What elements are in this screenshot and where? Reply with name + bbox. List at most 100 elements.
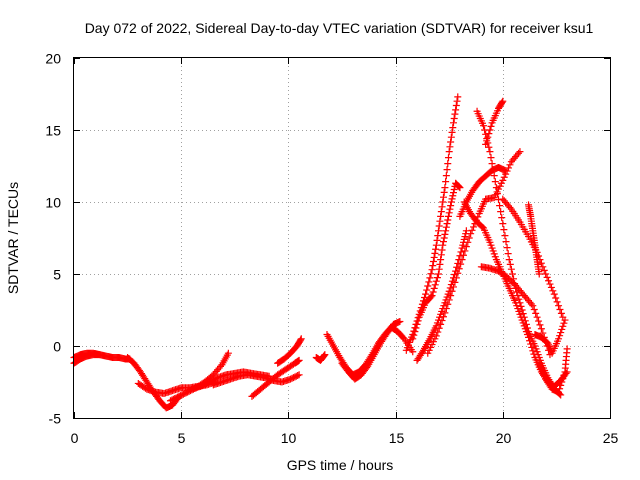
y-tick-label: 10	[45, 195, 61, 211]
data-point	[493, 190, 501, 198]
data-point	[537, 259, 545, 267]
data-point	[545, 341, 553, 349]
y-tick-labels: -5 0 5 10 15 20	[45, 51, 61, 427]
data-point	[444, 300, 452, 308]
data-point	[426, 274, 434, 282]
x-tick-labels: 0 5 10 15 20 25	[71, 430, 619, 446]
data-point	[490, 172, 498, 180]
data-point	[555, 335, 563, 343]
x-tick-label: 5	[178, 430, 186, 446]
data-point	[429, 288, 437, 296]
data-point	[536, 321, 544, 329]
series-arc-7	[209, 371, 303, 389]
data-point	[446, 205, 454, 213]
data-point	[437, 208, 445, 216]
x-tick-label: 25	[603, 430, 619, 446]
data-point	[542, 270, 550, 278]
data-point	[443, 220, 451, 228]
data-point	[447, 198, 455, 206]
data-point	[550, 290, 558, 298]
data-point	[552, 294, 560, 302]
data-point	[459, 251, 467, 259]
data-point	[488, 160, 496, 168]
data-point	[482, 140, 490, 148]
y-tick-label: -5	[49, 411, 62, 427]
data-point	[439, 238, 447, 246]
data-point	[496, 202, 504, 210]
grid-lines	[74, 58, 610, 418]
data-point	[432, 241, 440, 249]
data-point	[553, 298, 561, 306]
data-point	[409, 348, 417, 356]
data-point	[444, 216, 452, 224]
data-point	[450, 186, 458, 194]
data-point	[559, 375, 567, 383]
data-point	[442, 178, 450, 186]
data-point	[454, 93, 462, 101]
data-point	[561, 316, 569, 324]
data-point	[441, 184, 449, 192]
data-point	[556, 306, 564, 314]
data-point	[449, 119, 457, 127]
data-point	[96, 351, 104, 359]
data-point	[501, 166, 509, 174]
data-point	[449, 192, 457, 200]
data-point	[440, 234, 448, 242]
data-point	[452, 102, 460, 110]
data-point	[526, 337, 534, 345]
data-point	[413, 320, 421, 328]
data-point	[497, 208, 505, 216]
data-point	[555, 388, 563, 396]
y-tick-label: 20	[45, 51, 61, 67]
data-point	[431, 249, 439, 257]
data-point	[462, 243, 470, 251]
series-arc-23	[525, 201, 543, 278]
data-point	[433, 236, 441, 244]
data-point	[491, 178, 499, 186]
data-point	[435, 265, 443, 273]
data-point	[452, 274, 460, 282]
data-point	[450, 114, 458, 122]
data-point	[437, 256, 445, 264]
data-point	[224, 349, 232, 357]
data-point	[438, 246, 446, 254]
data-point	[437, 320, 445, 328]
data-point	[436, 260, 444, 268]
x-tick-label: 0	[71, 430, 79, 446]
data-point	[516, 148, 524, 156]
series-arc-24	[531, 316, 569, 357]
data-point	[484, 133, 492, 141]
data-point	[436, 217, 444, 225]
y-axis-label: SDTVAR / TECUs	[5, 182, 21, 294]
series-arc-8	[248, 356, 303, 400]
data-point	[537, 325, 545, 333]
series-arc-10	[312, 351, 329, 364]
data-point	[458, 256, 466, 264]
data-point	[430, 284, 438, 292]
data-point	[544, 339, 552, 347]
series-arc-15	[413, 227, 470, 364]
data-point	[545, 277, 553, 285]
series-arc-25	[535, 345, 571, 396]
data-point	[449, 283, 457, 291]
data-point	[529, 302, 537, 310]
x-tick-label: 20	[496, 430, 512, 446]
data-point	[414, 317, 422, 325]
data-point	[427, 293, 435, 301]
data-point	[515, 295, 523, 303]
data-point	[498, 214, 506, 222]
data-point	[448, 128, 456, 136]
series-arc-13	[402, 93, 462, 354]
data-point	[440, 188, 448, 196]
data-point	[456, 184, 464, 192]
data-point	[441, 230, 449, 238]
data-point	[437, 251, 445, 259]
data-point	[439, 313, 447, 321]
data-point	[424, 282, 432, 290]
x-axis-label: GPS time / hours	[287, 457, 394, 473]
data-point	[530, 306, 538, 314]
y-tick-label: 0	[53, 339, 61, 355]
data-point	[442, 305, 450, 313]
data-point	[453, 97, 461, 105]
data-point	[422, 290, 430, 298]
